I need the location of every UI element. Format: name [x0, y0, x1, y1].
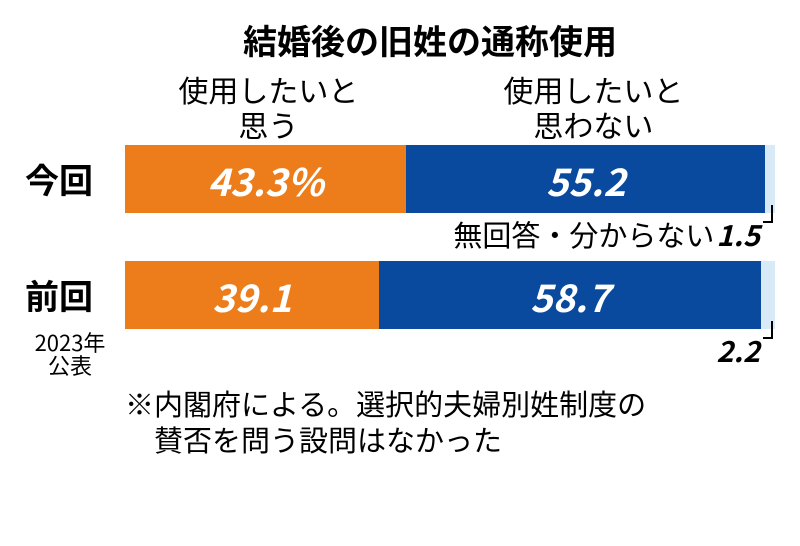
under-row: 無回答・分からない1.5: [25, 215, 775, 255]
bar-segment: 39.1: [125, 261, 379, 329]
row-sublabel-col: [25, 215, 125, 255]
footnote-tick-icon: [763, 321, 773, 339]
row-label-col: 今回: [25, 162, 125, 196]
bar-track: 39.158.7: [125, 261, 775, 329]
row-sublabel-col: 2023年公表: [25, 331, 125, 377]
bar-segment: 58.7: [379, 261, 761, 329]
bar-segment: [765, 145, 775, 213]
legend-dont-want: 使用したいと思わない: [412, 72, 775, 141]
footnote-value: 2.2: [716, 329, 760, 371]
bar-track: 43.3%55.2: [125, 145, 775, 213]
footnote-row: 無回答・分からない1.5: [125, 213, 775, 255]
row-label-col: 前回: [25, 278, 125, 312]
bar-segment: [761, 261, 775, 329]
row-sublabel: 2023年公表: [25, 331, 115, 377]
legend-want: 使用したいと思う: [125, 72, 412, 141]
bar-block: 今回43.3%55.2無回答・分からない1.5: [25, 145, 775, 255]
row-label: 前回: [25, 278, 125, 312]
under-row: 2023年公表 2.2: [25, 331, 775, 377]
chart-container: 結婚後の旧姓の通称使用 使用したいと思う 使用したいと思わない 今回43.3%5…: [25, 15, 775, 458]
bar-row: 前回39.158.7: [25, 261, 775, 329]
footnote-tick-icon: [763, 205, 773, 223]
chart-note: ※内閣府による。選択的夫婦別姓制度の 賛否を問う設問はなかった: [25, 385, 775, 458]
bar-segment: 43.3%: [125, 145, 406, 213]
bar-segment: 55.2: [406, 145, 765, 213]
footnote-value: 1.5: [716, 213, 760, 255]
bar-row: 今回43.3%55.2: [25, 145, 775, 213]
chart-title: 結婚後の旧姓の通称使用: [25, 15, 775, 64]
legend-row: 使用したいと思う 使用したいと思わない: [25, 72, 775, 141]
bar-block: 前回39.158.72023年公表2.2: [25, 261, 775, 377]
footnote-label: 無回答・分からない: [453, 213, 714, 255]
footnote-row: 2.2: [125, 329, 775, 377]
row-label: 今回: [25, 162, 125, 196]
bars-host: 今回43.3%55.2無回答・分からない1.5前回39.158.72023年公表…: [25, 145, 775, 377]
